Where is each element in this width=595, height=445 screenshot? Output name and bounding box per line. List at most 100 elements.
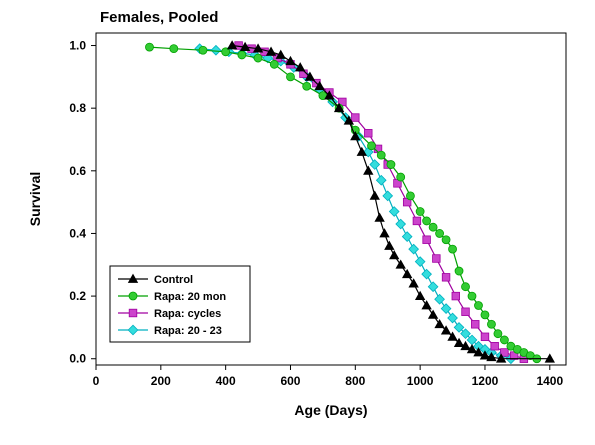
data-point xyxy=(364,129,373,138)
data-point xyxy=(386,160,396,169)
data-point xyxy=(375,174,387,186)
data-point xyxy=(414,290,426,300)
data-point xyxy=(376,150,386,160)
data-point xyxy=(461,307,470,316)
data-point xyxy=(493,329,503,339)
y-tick-label: 1.0 xyxy=(69,39,86,53)
x-tick-label: 800 xyxy=(345,374,365,388)
data-point xyxy=(169,44,179,54)
data-point xyxy=(495,353,507,363)
data-point xyxy=(460,340,471,351)
data-point xyxy=(304,71,316,81)
data-point xyxy=(408,243,420,255)
data-point xyxy=(333,102,345,113)
data-point xyxy=(427,281,439,293)
data-point xyxy=(395,218,407,230)
series-line xyxy=(232,44,550,360)
data-point xyxy=(369,159,381,170)
plot-frame xyxy=(95,32,567,366)
y-tick-label: 0.0 xyxy=(69,352,86,366)
data-point xyxy=(286,72,295,82)
data-point xyxy=(275,49,286,59)
data-point xyxy=(412,216,422,226)
data-point xyxy=(454,266,464,276)
data-point xyxy=(440,325,452,335)
data-point xyxy=(441,273,451,282)
data-point xyxy=(384,240,395,250)
data-point xyxy=(379,228,390,238)
y-tick-label: 0.4 xyxy=(69,226,86,240)
data-point xyxy=(302,81,312,91)
data-point xyxy=(351,113,360,122)
data-point xyxy=(480,332,490,342)
x-tick-label: 600 xyxy=(280,374,300,388)
data-point xyxy=(480,310,490,320)
legend: Control Rapa: 20 mon Rapa: cycles Rapa: 20 … xyxy=(109,265,251,343)
data-point xyxy=(428,222,438,232)
data-point xyxy=(453,337,465,347)
data-point xyxy=(295,62,306,72)
data-point xyxy=(479,350,491,360)
data-point xyxy=(453,322,465,333)
data-point xyxy=(441,235,451,245)
data-point xyxy=(415,207,425,216)
data-point xyxy=(388,206,400,217)
data-point xyxy=(389,250,400,260)
data-point xyxy=(486,351,497,362)
x-tick-label: 1200 xyxy=(472,374,499,388)
data-point xyxy=(252,43,264,53)
y-tick-label: 0.6 xyxy=(69,164,86,178)
data-point xyxy=(382,190,394,202)
data-point xyxy=(422,235,431,244)
data-point xyxy=(447,331,458,341)
data-point xyxy=(401,231,413,242)
legend-label: Rapa: 20 - 23 xyxy=(154,325,222,337)
data-point xyxy=(467,291,477,301)
data-point xyxy=(198,45,208,55)
legend-marker xyxy=(128,308,138,318)
data-point xyxy=(363,165,374,175)
data-point xyxy=(448,244,457,254)
series-line xyxy=(238,44,525,360)
x-tick-label: 400 xyxy=(216,374,236,388)
x-tick-label: 0 xyxy=(93,374,100,388)
data-point xyxy=(440,303,452,314)
data-point xyxy=(500,348,509,357)
legend-marker xyxy=(128,291,138,301)
data-point xyxy=(474,301,483,310)
data-point xyxy=(427,309,439,319)
data-point xyxy=(490,342,499,351)
legend-label: Control xyxy=(154,274,193,286)
data-point xyxy=(237,50,247,60)
x-tick-label: 1000 xyxy=(407,374,434,388)
data-point xyxy=(265,46,277,56)
data-point xyxy=(145,42,154,52)
x-axis-title: Age (Days) xyxy=(294,402,367,418)
data-point xyxy=(421,300,432,310)
data-point xyxy=(473,347,484,357)
chart-title: Females, Pooled xyxy=(100,9,218,26)
data-point xyxy=(466,344,478,354)
x-tick-label: 1400 xyxy=(536,374,563,388)
data-point xyxy=(487,319,496,329)
data-point xyxy=(432,254,441,263)
data-point xyxy=(471,320,480,329)
series-layer xyxy=(145,40,555,365)
series-rapa-20-mon xyxy=(145,42,542,364)
data-point xyxy=(421,268,432,280)
data-point xyxy=(422,216,432,226)
legend-marker xyxy=(127,324,139,336)
data-point xyxy=(239,41,251,51)
data-point xyxy=(324,90,335,100)
y-axis-title: Survival xyxy=(27,172,43,226)
data-point xyxy=(210,44,222,56)
data-point xyxy=(314,80,325,91)
data-point xyxy=(253,53,263,63)
data-point xyxy=(461,282,470,292)
x-tick-label: 200 xyxy=(151,374,171,388)
data-point xyxy=(356,146,367,156)
data-point xyxy=(408,278,419,288)
data-point xyxy=(406,191,415,201)
data-point xyxy=(343,115,355,125)
